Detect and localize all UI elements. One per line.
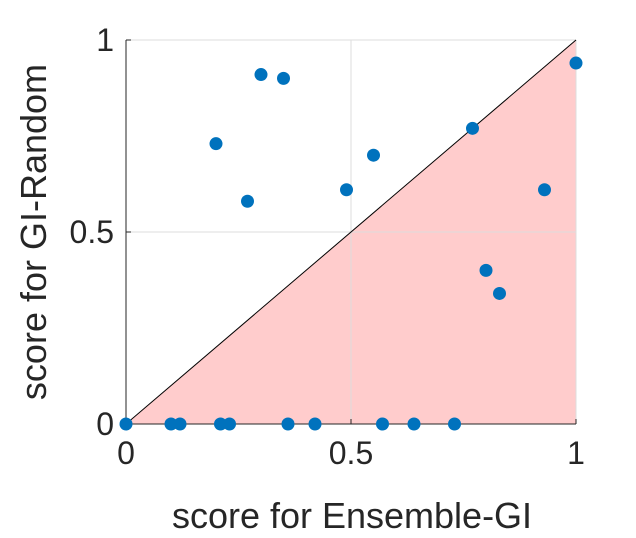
data-point — [209, 137, 223, 151]
data-point — [277, 71, 290, 85]
data-point — [493, 286, 506, 300]
data-point — [538, 183, 551, 197]
y-tick-label: 0 — [96, 406, 114, 442]
data-point — [173, 417, 187, 431]
x-tick-label: 0 — [117, 435, 135, 471]
y-tick-label: 0.5 — [70, 214, 114, 250]
x-tick-label: 1 — [567, 435, 585, 471]
data-point — [479, 263, 493, 277]
y-axis-label: score for GI-Random — [13, 64, 54, 400]
data-point — [367, 148, 380, 162]
x-ticks: 0 0.5 1 — [117, 419, 585, 471]
data-point — [223, 417, 236, 431]
diagonal-line — [125, 39, 577, 425]
data-point — [340, 183, 353, 197]
data-point — [466, 121, 479, 135]
x-axis-label: score for Ensemble-GI — [172, 495, 532, 536]
y-tick-label: 1 — [96, 22, 114, 58]
data-point — [214, 417, 227, 431]
data-point — [569, 56, 583, 70]
data-point — [407, 417, 421, 431]
data-point — [376, 417, 389, 431]
data-point — [164, 417, 178, 431]
data-point — [281, 417, 295, 431]
data-point — [119, 417, 133, 431]
data-point — [308, 417, 322, 431]
data-point — [254, 68, 268, 82]
data-points — [119, 56, 583, 431]
y-ticks: 00.51 — [70, 22, 131, 442]
data-point — [448, 417, 461, 431]
x-tick-label: 0.5 — [329, 435, 373, 471]
data-point — [241, 194, 254, 208]
